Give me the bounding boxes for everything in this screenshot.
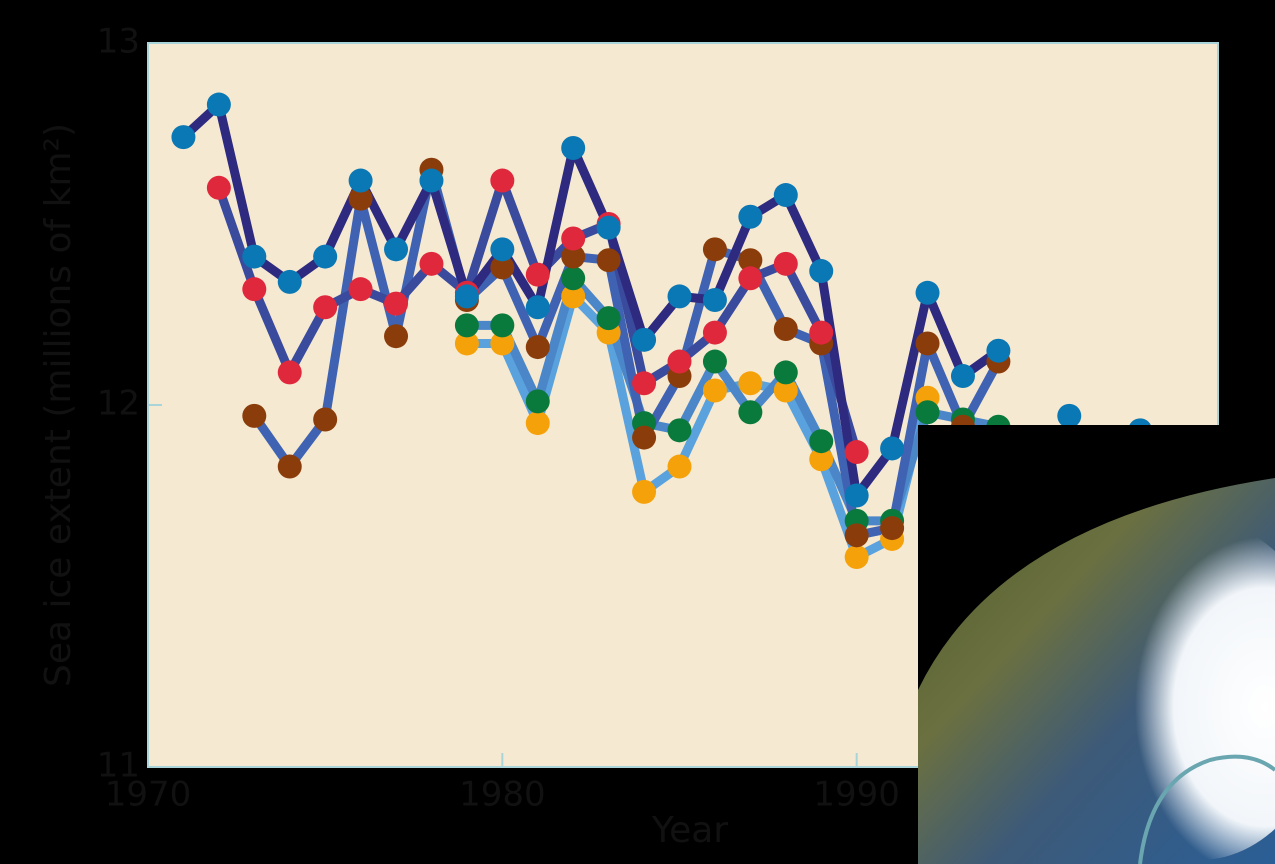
data-point [809, 321, 833, 345]
data-point [526, 295, 550, 319]
data-point [561, 226, 585, 250]
data-point [951, 364, 975, 388]
data-point [561, 136, 585, 160]
data-point [774, 183, 798, 207]
data-point [242, 404, 266, 428]
data-point [738, 266, 762, 290]
x-tick-label: 1990 [813, 775, 900, 815]
data-point [242, 245, 266, 269]
data-point [738, 205, 762, 229]
data-point [597, 216, 621, 240]
data-point [774, 360, 798, 384]
data-point [313, 407, 337, 431]
data-point [668, 284, 692, 308]
y-tick-label: 12 [97, 384, 140, 424]
data-point [526, 389, 550, 413]
data-point [916, 281, 940, 305]
data-point [738, 400, 762, 424]
data-point [313, 295, 337, 319]
data-point [845, 484, 869, 508]
data-point [809, 429, 833, 453]
data-point [845, 523, 869, 547]
x-axis-title: Year [651, 810, 728, 851]
x-tick-label: 1970 [105, 775, 192, 815]
data-point [880, 436, 904, 460]
data-point [774, 317, 798, 341]
data-point [703, 379, 727, 403]
data-point [526, 263, 550, 287]
data-point [597, 248, 621, 272]
data-point [668, 455, 692, 479]
data-point [809, 259, 833, 283]
data-point [349, 169, 373, 193]
data-point [384, 292, 408, 316]
data-point [632, 426, 656, 450]
inset-photo [918, 425, 1275, 864]
y-tick-label: 13 [97, 22, 140, 62]
data-point [455, 284, 479, 308]
data-point [632, 371, 656, 395]
data-point [703, 350, 727, 374]
data-point [916, 331, 940, 355]
chart: 111213197019801990 Sea ice extent (milli… [0, 0, 1275, 864]
data-point [207, 176, 231, 200]
data-point [313, 245, 337, 269]
data-point [668, 350, 692, 374]
data-point [455, 313, 479, 337]
data-point [526, 335, 550, 359]
data-point [349, 277, 373, 301]
data-point [632, 480, 656, 504]
data-point [703, 237, 727, 261]
data-point [738, 371, 762, 395]
data-point [880, 516, 904, 540]
data-point [561, 266, 585, 290]
data-point [278, 360, 302, 384]
data-point [774, 252, 798, 276]
data-point [703, 321, 727, 345]
data-point [278, 270, 302, 294]
data-point [845, 440, 869, 464]
data-point [384, 237, 408, 261]
data-point [668, 418, 692, 442]
data-point [171, 125, 195, 149]
data-point [278, 455, 302, 479]
data-point [419, 169, 443, 193]
data-point [490, 169, 514, 193]
data-point [207, 93, 231, 117]
data-point [845, 545, 869, 569]
data-point [986, 339, 1010, 363]
data-point [916, 400, 940, 424]
data-point [419, 252, 443, 276]
data-point [490, 237, 514, 261]
data-point [384, 324, 408, 348]
data-point [703, 288, 727, 312]
data-point [597, 306, 621, 330]
data-point [1057, 404, 1081, 428]
page: {"chart_data": { "type": "line", "y_labe… [0, 0, 1275, 864]
data-point [490, 313, 514, 337]
x-tick-label: 1980 [459, 775, 546, 815]
data-point [526, 411, 550, 435]
data-point [632, 328, 656, 352]
y-axis-title: Sea ice extent (millions of km²) [38, 123, 79, 687]
data-point [242, 277, 266, 301]
